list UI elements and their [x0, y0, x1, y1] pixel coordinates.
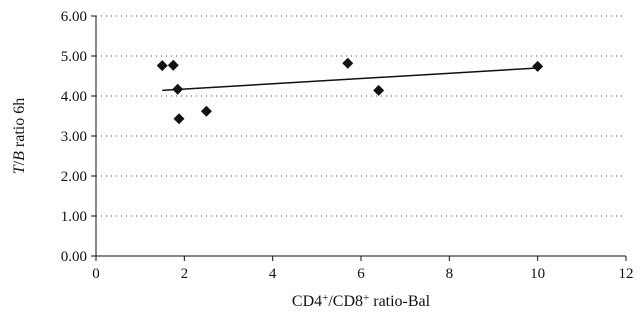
x-tick-label-3: 6 [357, 266, 365, 282]
data-point-1 [167, 59, 179, 71]
label-part-2: B [11, 151, 28, 161]
label-part-0: CD4 [292, 293, 322, 310]
x-tick-label-1: 2 [181, 266, 189, 282]
trendline [162, 67, 538, 92]
data-point-0 [156, 60, 168, 72]
label-part-1: + [322, 292, 328, 304]
data-point-4 [200, 105, 212, 117]
trendline-group [162, 67, 538, 92]
data-point-6 [373, 84, 385, 96]
y-tick-label-6: 6.00 [61, 9, 87, 25]
label-part-3: ratio 6h [11, 98, 28, 151]
y-tick-label-0: 0.00 [61, 249, 87, 265]
x-tick-label-2: 4 [269, 266, 277, 282]
label-part-4: ratio-Bal [369, 293, 430, 310]
label-part-1: / [11, 160, 28, 165]
data-point-5 [342, 57, 354, 69]
x-axis-title: CD4+/CD8+ ratio-Bal [292, 292, 431, 310]
data-point-3 [173, 113, 185, 125]
ticks: 0.00 1.00 2.00 3.00 4.00 5.00 6.00 0 2 4 6 8 10 12 [61, 9, 634, 282]
data-points [156, 57, 544, 125]
label-part-3: + [363, 292, 369, 304]
y-tick-label-3: 3.00 [61, 129, 87, 145]
y-tick-label-2: 2.00 [61, 169, 87, 185]
y-axis-title: T/B ratio 6h [11, 98, 28, 174]
label-part-0: T [11, 164, 28, 174]
y-tick-label-5: 5.00 [61, 49, 87, 65]
y-tick-label-1: 1.00 [61, 209, 87, 225]
x-tick-label-0: 0 [92, 266, 100, 282]
grid-lines [96, 15, 626, 217]
x-tick-label-5: 10 [530, 266, 545, 282]
label-part-2: /CD8 [328, 293, 363, 310]
data-point-7 [532, 60, 544, 72]
x-tick-label-6: 12 [619, 266, 634, 282]
data-point-2 [172, 83, 184, 95]
y-tick-label-4: 4.00 [61, 89, 87, 105]
x-tick-label-4: 8 [446, 266, 454, 282]
